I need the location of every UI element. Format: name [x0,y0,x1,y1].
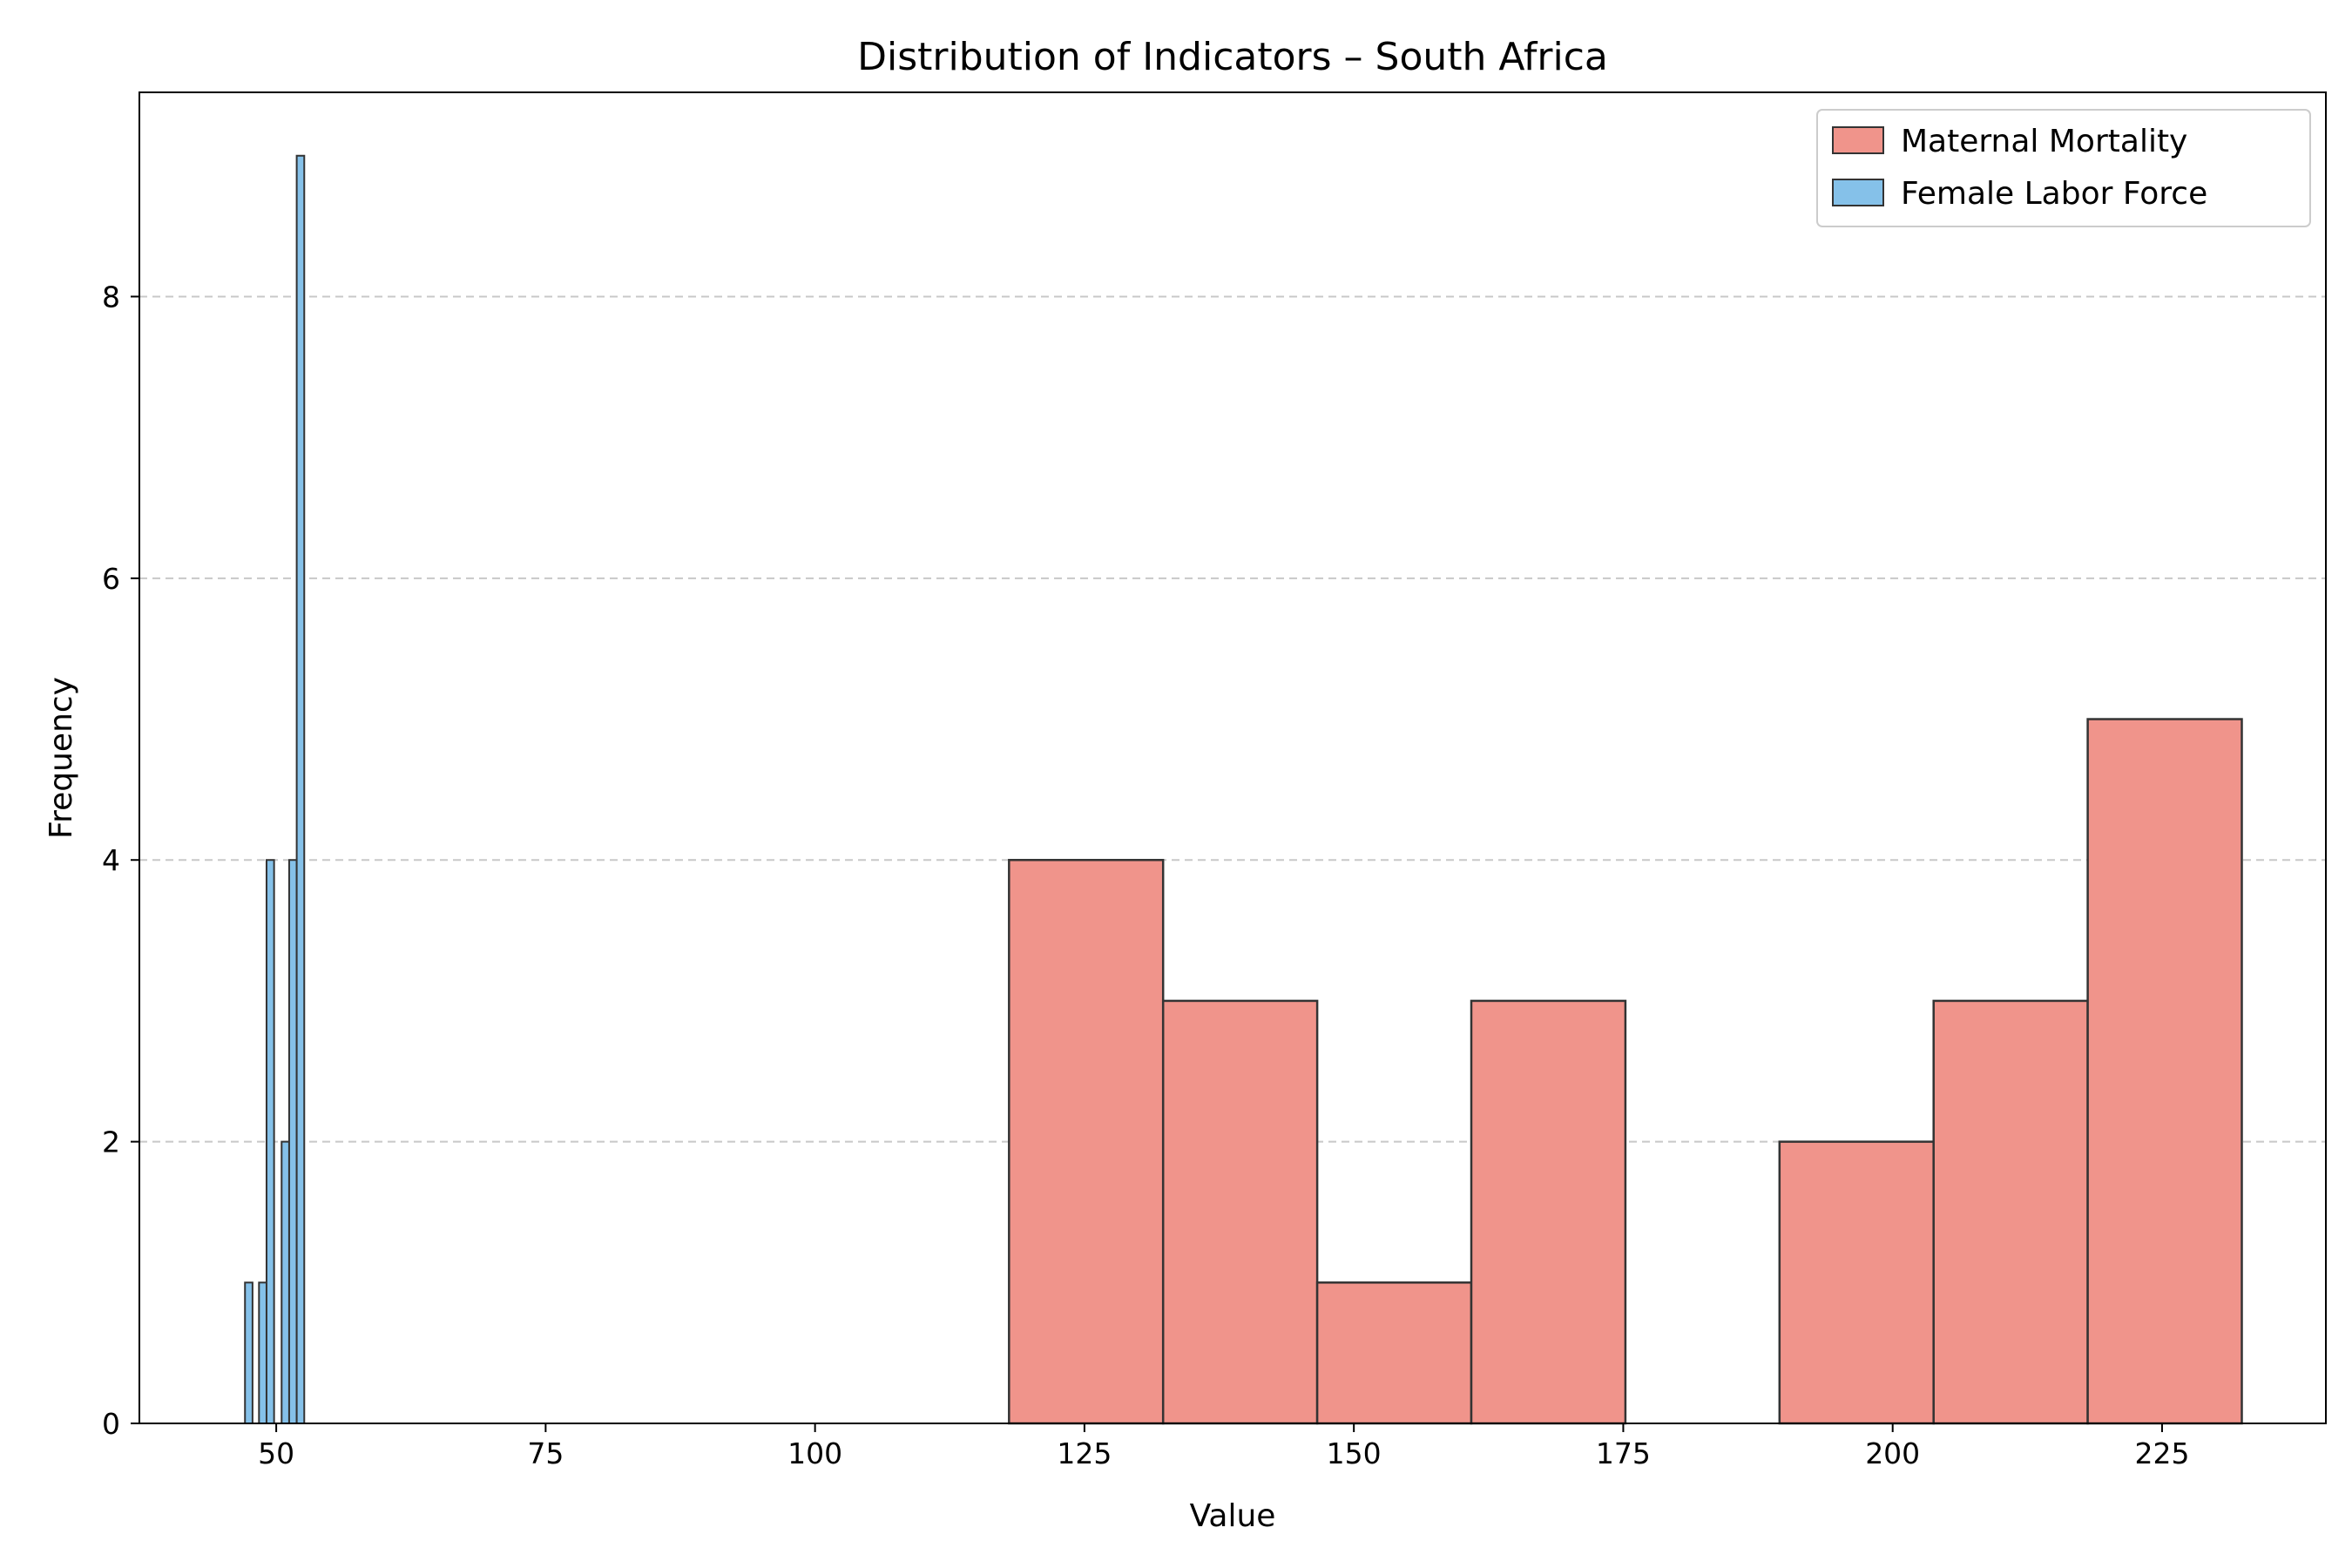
bar-series0-bin5 [1778,1140,1935,1425]
y-axis-label: Frequency [44,677,79,839]
x-tick-label-3: 125 [1057,1436,1112,1470]
y-tick-label-0: 0 [102,1407,120,1441]
x-tick-label-2: 100 [787,1436,842,1470]
legend-swatch-0 [1832,126,1884,154]
y-tick-label-2: 4 [102,843,120,877]
bar-series0-bin1 [1161,999,1319,1425]
bar-series1-bin6 [287,859,298,1424]
bar-series1-bin2 [258,1281,267,1424]
x-tick-label-7: 225 [2134,1436,2189,1470]
bar-series0-bin3 [1470,999,1627,1425]
bar-series1-bin0 [244,1281,253,1424]
bar-series1-bin7 [295,154,306,1424]
bar-series1-bin3 [265,859,275,1424]
plot-frame [139,91,2327,1424]
x-tick-label-0: 50 [258,1436,294,1470]
y-tick-label-1: 2 [102,1125,120,1159]
bar-series0-bin0 [1008,858,1165,1425]
x-axis-label: Value [1190,1498,1276,1534]
legend-label-0: Maternal Mortality [1901,124,2187,159]
y-tick-label-4: 8 [102,280,120,314]
bar-series0-bin7 [2086,718,2243,1425]
x-tick-label-6: 200 [1865,1436,1920,1470]
legend-box [1816,109,2311,227]
histogram-bars [244,154,2243,1425]
legend-label-1: Female Labor Force [1901,176,2207,212]
x-tick-label-1: 75 [527,1436,564,1470]
x-tick-label-5: 175 [1596,1436,1651,1470]
y-tick-label-3: 6 [102,562,120,596]
legend: Maternal Mortality Female Labor Force [1816,109,2311,227]
x-tick-label-4: 150 [1327,1436,1382,1470]
y-axis-ticks: 0 2 4 6 8 [102,280,139,1441]
chart-title: Distribution of Indicators – South Afric… [857,35,1608,79]
bar-series0-bin2 [1315,1281,1473,1425]
bar-series1-bin5 [280,1140,290,1424]
bar-series0-bin6 [1932,999,2089,1425]
x-axis-ticks: 50 75 100 125 150 175 200 225 [258,1423,2189,1470]
legend-swatch-1 [1832,179,1884,206]
